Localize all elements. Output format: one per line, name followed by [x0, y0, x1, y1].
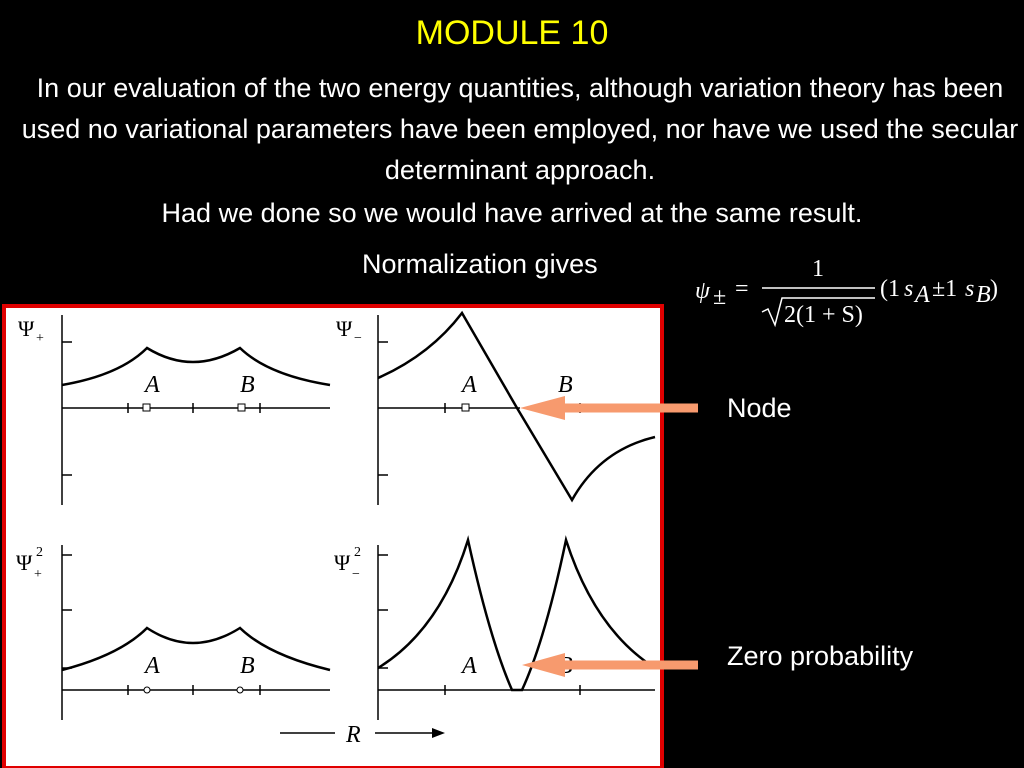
panel-sub: −: [354, 331, 362, 346]
normalization-text: Normalization gives: [362, 249, 598, 279]
panel-psi-minus-sq: A B Ψ − 2: [334, 535, 656, 720]
curve: [377, 310, 656, 503]
ticks: [378, 554, 581, 695]
panel-sup: 2: [36, 545, 43, 560]
label-b: B: [240, 653, 255, 679]
panel-symbol: Ψ: [16, 550, 33, 575]
panel-sub: −: [352, 567, 360, 582]
nucleus-dot: [461, 403, 470, 412]
label-a: A: [460, 372, 477, 398]
curve: [61, 346, 331, 387]
eq-s-a: s: [904, 276, 913, 302]
nucleus-dot: [142, 403, 151, 412]
panel-psi-plus-sq: A B Ψ + 2: [16, 545, 331, 720]
zero-label: Zero probability: [727, 641, 914, 671]
label-a: A: [143, 653, 160, 679]
curve: [377, 535, 656, 692]
eq-sub-a: A: [913, 282, 930, 308]
panel-psi-plus: A B Ψ +: [18, 315, 331, 505]
eq-equals: =: [735, 276, 749, 302]
label-a: A: [460, 653, 477, 679]
panel-sub: +: [34, 567, 42, 582]
eq-pm: ±1: [932, 276, 957, 302]
panel-symbol: Ψ: [18, 316, 35, 341]
eq-sqrt: [761, 297, 875, 328]
nucleus-dot: [236, 686, 244, 694]
nucleus-dot: [237, 403, 246, 412]
r-arrowhead: [432, 728, 445, 738]
label-b: B: [240, 372, 255, 398]
sentence: Had we done so we would have arrived at …: [161, 198, 863, 228]
ticks: [62, 341, 261, 476]
node-arrowhead: [520, 396, 565, 420]
eq-psi: ψ: [695, 278, 711, 304]
eq-sub-b: B: [976, 282, 991, 308]
curve: [61, 626, 331, 672]
eq-numerator: 1: [812, 256, 824, 282]
label-a: A: [143, 372, 160, 398]
panel-symbol: Ψ: [336, 316, 353, 341]
eq-denominator: 2(1 + S): [784, 302, 863, 328]
ticks: [378, 341, 581, 476]
figure-box: [2, 304, 664, 768]
panel-sup: 2: [354, 545, 361, 560]
zero-arrowhead: [522, 653, 565, 677]
eq-open: (1: [880, 276, 900, 302]
panel-sub: +: [36, 331, 44, 346]
label-b: B: [558, 372, 573, 398]
paragraph: In our evaluation of the two energy quan…: [21, 73, 1019, 185]
eq-psi-sub: ±: [713, 284, 726, 310]
eq-s-b: s: [965, 276, 974, 302]
panel-symbol: Ψ: [334, 550, 351, 575]
title: MODULE 10: [415, 14, 609, 52]
eq-close: ): [990, 276, 998, 302]
node-label: Node: [727, 393, 792, 423]
panel-psi-minus: A B Ψ −: [336, 310, 656, 505]
equation: ψ ± = 1 2(1 + S) (1 s A ±1 s B ): [695, 256, 998, 328]
r-label: R: [345, 722, 361, 748]
nucleus-dot: [143, 686, 151, 694]
